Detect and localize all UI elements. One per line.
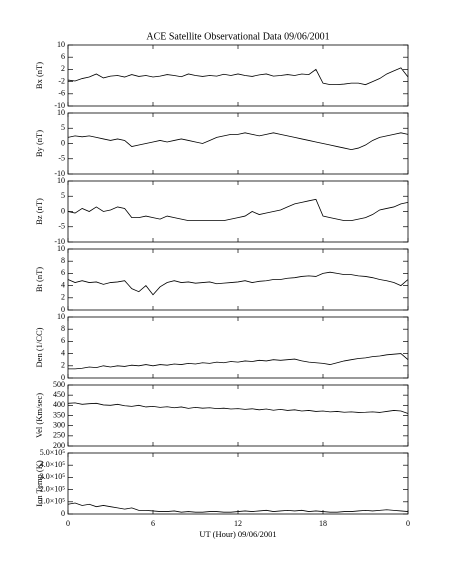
y-tick-label: 0 [61,509,65,518]
y-tick-label: 4 [61,280,65,289]
data-line [67,198,409,222]
y-tick-label: 250 [53,431,65,440]
y-tick-label: 3.0×10⁵ [40,472,66,481]
y-tick-label: 300 [53,420,65,429]
y-axis-label: Vel (Km/sec) [34,393,44,438]
y-tick-label: -10 [54,237,65,246]
x-axis-label: UT (Hour) 09/06/2001 [199,529,276,539]
y-tick-label: 10 [57,108,65,117]
y-tick-label: -5 [58,222,65,231]
y-axis-label: Den (1/CC) [34,327,44,367]
panel-frame [67,248,409,311]
y-tick-label: 200 [53,441,65,450]
y-axis-label: Bz (nT) [34,198,44,225]
y-tick-label: 0 [61,305,65,314]
y-tick-label: 0 [61,138,65,147]
y-tick-label: -6 [58,89,65,98]
panel-frame [67,112,409,175]
y-tick-label: 2 [61,361,65,370]
data-line [67,502,409,513]
data-line [67,402,409,414]
y-tick-label: -5 [58,154,65,163]
y-tick-label: 6 [61,268,65,277]
y-tick-label: 10 [57,40,65,49]
panel-frame [67,180,409,243]
y-tick-label: 5 [61,191,65,200]
x-tick-label: 12 [234,519,242,528]
y-tick-label: -10 [54,169,65,178]
y-tick-label: 4.0×10⁵ [40,460,66,469]
y-tick-label: 8 [61,256,65,265]
y-tick-label: 6 [61,336,65,345]
y-tick-label: 6 [61,52,65,61]
y-tick-label: 10 [57,176,65,185]
y-axis-label: Bt (nT) [34,267,44,292]
y-tick-label: 4 [61,348,65,357]
y-axis-label: By (nT) [34,130,44,157]
panel-frame [67,316,409,379]
x-tick-label: 6 [151,519,155,528]
y-tick-label: 350 [53,410,65,419]
y-tick-label: 8 [61,324,65,333]
y-tick-label: 450 [53,390,65,399]
y-tick-label: 0 [61,373,65,382]
x-tick-label: 0 [66,519,70,528]
y-tick-label: 1.0×10⁵ [40,497,66,506]
y-axis-label: Bx (nT) [34,62,44,89]
panel-frame [67,452,409,515]
y-tick-label: 10 [57,312,65,321]
x-tick-label: 0 [406,519,410,528]
data-line [67,271,409,296]
panel-frame [67,384,409,447]
data-line [67,132,409,151]
chart-title: ACE Satellite Observational Data 09/06/2… [146,31,329,42]
y-tick-label: 10 [57,244,65,253]
y-tick-label: 5 [61,123,65,132]
y-tick-label: -10 [54,101,65,110]
x-tick-label: 18 [319,519,327,528]
y-tick-label: 2.0×10⁵ [40,484,66,493]
y-tick-label: 0 [61,206,65,215]
y-tick-label: 2 [61,64,65,73]
y-tick-label: 2 [61,293,65,302]
data-line [68,353,409,370]
y-tick-label: 5.0×10⁵ [40,448,66,457]
y-axis-label: Ion Temp (K) [34,460,44,507]
y-tick-label: 500 [53,380,65,389]
data-line [67,67,409,86]
y-tick-label: -2 [58,76,65,85]
y-tick-label: 400 [53,400,65,409]
